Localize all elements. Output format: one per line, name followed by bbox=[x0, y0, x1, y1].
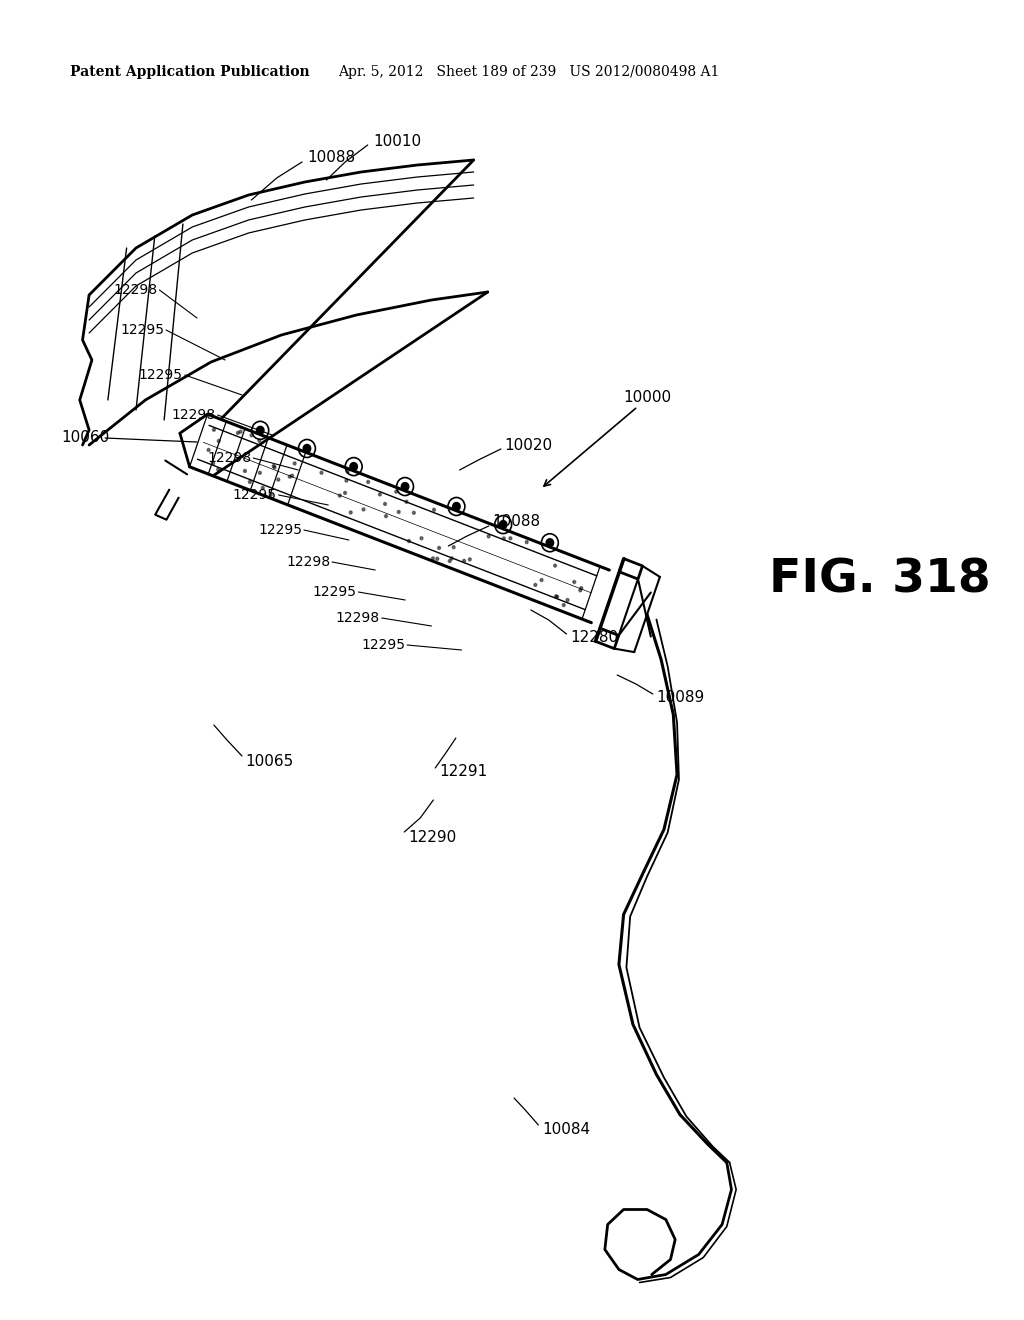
Circle shape bbox=[395, 490, 397, 494]
Circle shape bbox=[338, 494, 341, 498]
Circle shape bbox=[349, 511, 352, 513]
Circle shape bbox=[566, 598, 569, 602]
Circle shape bbox=[384, 503, 386, 506]
Circle shape bbox=[406, 500, 408, 503]
Text: 12295: 12295 bbox=[361, 638, 406, 652]
Text: Patent Application Publication: Patent Application Publication bbox=[71, 65, 310, 79]
Circle shape bbox=[437, 546, 440, 549]
Circle shape bbox=[244, 470, 247, 473]
Text: Apr. 5, 2012   Sheet 189 of 239   US 2012/0080498 A1: Apr. 5, 2012 Sheet 189 of 239 US 2012/00… bbox=[338, 65, 719, 79]
Circle shape bbox=[572, 581, 575, 583]
Circle shape bbox=[256, 426, 264, 434]
Text: 12280: 12280 bbox=[570, 631, 618, 645]
Text: 10084: 10084 bbox=[542, 1122, 590, 1138]
Circle shape bbox=[273, 466, 275, 469]
Text: 12298: 12298 bbox=[172, 408, 216, 422]
Circle shape bbox=[258, 471, 261, 474]
Circle shape bbox=[269, 494, 272, 496]
Text: 10089: 10089 bbox=[656, 690, 705, 705]
Text: 10020: 10020 bbox=[505, 437, 553, 453]
Text: 12295: 12295 bbox=[232, 488, 276, 502]
Circle shape bbox=[525, 541, 528, 544]
Circle shape bbox=[240, 430, 242, 433]
Text: 12298: 12298 bbox=[114, 282, 158, 297]
Circle shape bbox=[249, 480, 251, 483]
Circle shape bbox=[554, 564, 556, 568]
Circle shape bbox=[217, 440, 220, 442]
Circle shape bbox=[250, 434, 253, 437]
Circle shape bbox=[289, 475, 291, 478]
Circle shape bbox=[534, 583, 537, 586]
Text: 10088: 10088 bbox=[493, 515, 541, 529]
Text: 12295: 12295 bbox=[139, 368, 183, 381]
Text: 12291: 12291 bbox=[439, 764, 487, 780]
Circle shape bbox=[453, 503, 460, 511]
Circle shape bbox=[212, 462, 214, 465]
Circle shape bbox=[451, 557, 454, 560]
Circle shape bbox=[344, 491, 346, 495]
Circle shape bbox=[503, 537, 505, 540]
Circle shape bbox=[346, 470, 349, 473]
Circle shape bbox=[580, 586, 583, 590]
Circle shape bbox=[321, 471, 323, 474]
Circle shape bbox=[468, 558, 471, 561]
Circle shape bbox=[303, 445, 310, 453]
Circle shape bbox=[420, 537, 423, 540]
Text: 10000: 10000 bbox=[544, 391, 672, 486]
Text: 12295: 12295 bbox=[120, 323, 164, 337]
Text: 10010: 10010 bbox=[374, 135, 422, 149]
Text: 12298: 12298 bbox=[286, 554, 330, 569]
Text: 10088: 10088 bbox=[307, 150, 355, 165]
Circle shape bbox=[258, 440, 261, 442]
Circle shape bbox=[546, 539, 554, 546]
Circle shape bbox=[237, 432, 240, 434]
Text: 10060: 10060 bbox=[61, 430, 110, 446]
Text: FIG. 318: FIG. 318 bbox=[769, 557, 991, 602]
Circle shape bbox=[401, 483, 409, 491]
Circle shape bbox=[555, 595, 557, 598]
Circle shape bbox=[509, 537, 512, 540]
Circle shape bbox=[213, 428, 215, 432]
Text: 12295: 12295 bbox=[258, 523, 302, 537]
Circle shape bbox=[556, 595, 558, 598]
Circle shape bbox=[367, 480, 370, 483]
Circle shape bbox=[276, 478, 280, 480]
Circle shape bbox=[413, 511, 416, 515]
Text: 12298: 12298 bbox=[207, 451, 251, 465]
Circle shape bbox=[345, 479, 348, 482]
Circle shape bbox=[453, 545, 455, 549]
Circle shape bbox=[463, 560, 466, 562]
Circle shape bbox=[350, 462, 357, 471]
Circle shape bbox=[487, 535, 490, 537]
Circle shape bbox=[432, 508, 435, 511]
Circle shape bbox=[291, 474, 294, 478]
Circle shape bbox=[540, 578, 543, 582]
Circle shape bbox=[408, 540, 411, 543]
Text: 10065: 10065 bbox=[246, 755, 294, 770]
Circle shape bbox=[272, 465, 275, 467]
Text: 12295: 12295 bbox=[312, 585, 356, 599]
Circle shape bbox=[385, 515, 387, 517]
Text: 12298: 12298 bbox=[336, 611, 380, 624]
Circle shape bbox=[579, 589, 582, 591]
Circle shape bbox=[562, 603, 565, 607]
Circle shape bbox=[436, 557, 438, 560]
Circle shape bbox=[500, 520, 507, 528]
Circle shape bbox=[397, 511, 400, 513]
Circle shape bbox=[207, 449, 210, 451]
Circle shape bbox=[379, 492, 381, 496]
Circle shape bbox=[362, 508, 365, 511]
Circle shape bbox=[217, 469, 219, 471]
Circle shape bbox=[449, 560, 452, 562]
Circle shape bbox=[261, 486, 264, 490]
Text: 12290: 12290 bbox=[408, 830, 457, 846]
Circle shape bbox=[431, 557, 434, 560]
Circle shape bbox=[293, 462, 296, 465]
